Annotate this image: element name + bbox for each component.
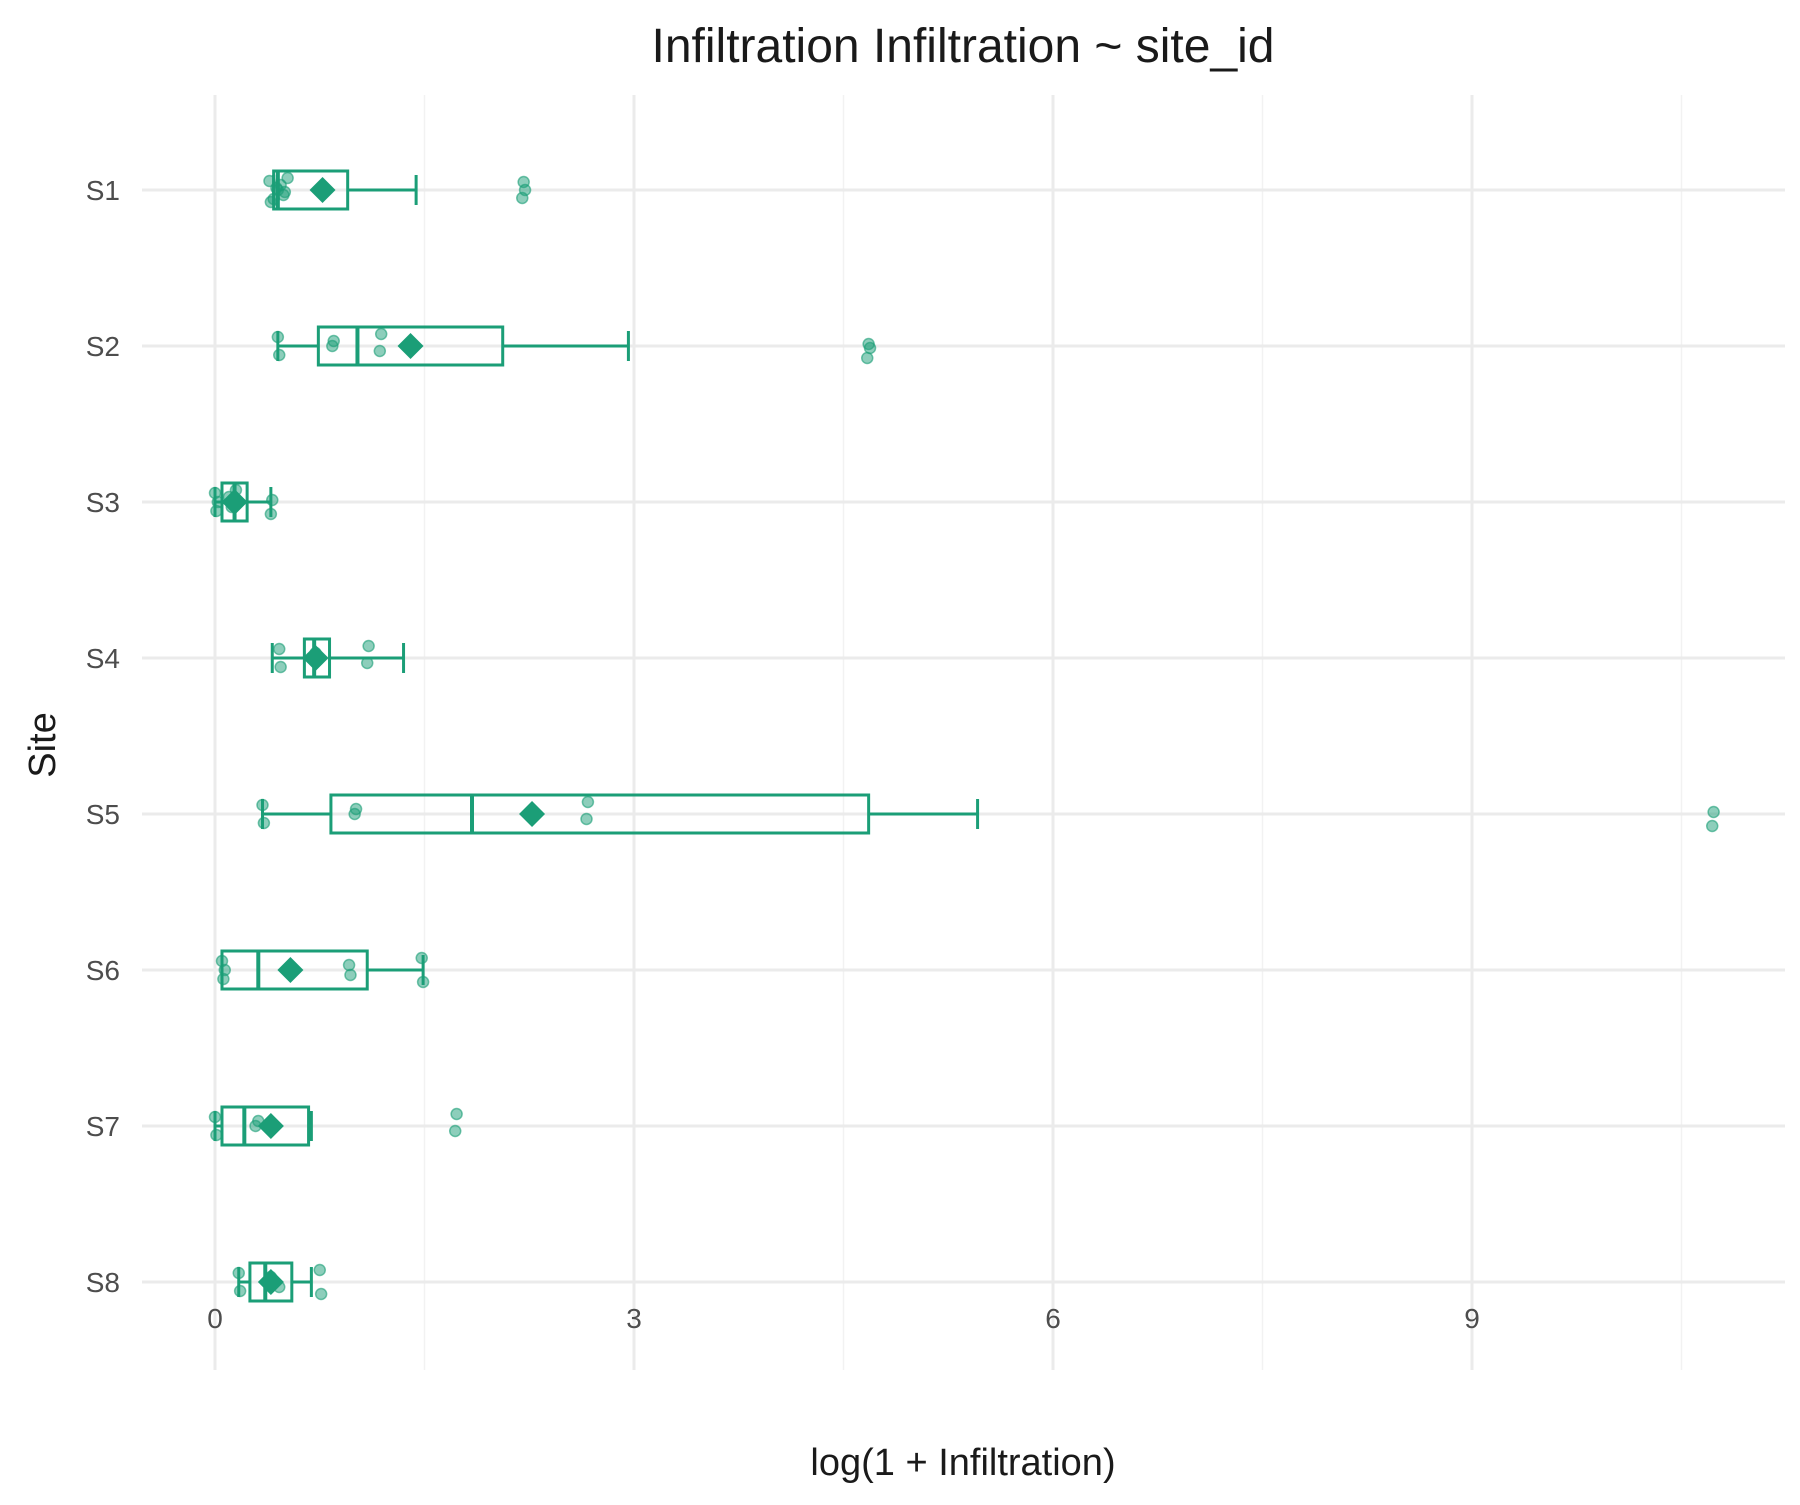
x-axis-title: log(1 + Infiltration) <box>810 1442 1115 1484</box>
jitter-point <box>272 348 286 362</box>
y-tick-label-s3: S3 <box>86 487 120 518</box>
mean-marker <box>519 801 546 827</box>
jitter-point <box>518 183 532 197</box>
jitter-point <box>863 341 877 355</box>
jitter-point <box>208 1110 222 1124</box>
jitter-point <box>448 1124 462 1138</box>
y-tick-label-s5: S5 <box>86 799 120 830</box>
jitter-point <box>314 1287 328 1301</box>
y-axis-title: Site <box>22 712 64 777</box>
y-tick-label-s1: S1 <box>86 175 120 206</box>
iqr-box <box>316 325 505 367</box>
jitter-point <box>344 968 357 982</box>
jitter-point <box>581 795 595 809</box>
jitter-point <box>264 507 278 521</box>
mean-marker <box>221 489 248 515</box>
jitter-point <box>266 493 279 507</box>
jitter-point <box>278 185 292 199</box>
grid-layer <box>142 95 1785 1370</box>
iqr-box <box>329 793 871 835</box>
x-tick-label: 6 <box>1045 1303 1061 1334</box>
data-layer <box>208 169 1720 1303</box>
mean-marker <box>257 1113 284 1139</box>
jitter-point <box>232 1266 245 1280</box>
jitter-point <box>415 951 428 965</box>
mean-marker <box>309 177 336 203</box>
box-group-s7 <box>208 1105 463 1147</box>
y-tick-label-s2: S2 <box>86 331 120 362</box>
jitter-point <box>327 334 340 348</box>
box-group-s2 <box>271 325 877 367</box>
jitter-point <box>257 816 271 830</box>
mean-marker <box>277 957 304 983</box>
jitter-point <box>281 171 294 185</box>
x-tick-label: 0 <box>207 1303 223 1334</box>
mean-marker <box>257 1269 284 1295</box>
jitter-point <box>1707 805 1720 819</box>
jitter-point <box>374 327 388 341</box>
jitter-point <box>1705 819 1719 833</box>
box-group-s6 <box>215 949 430 991</box>
jitter-point <box>416 975 430 989</box>
x-tick-label: 9 <box>1464 1303 1480 1334</box>
jitter-point <box>274 660 287 674</box>
x-tick-label: 3 <box>626 1303 642 1334</box>
jitter-point <box>256 798 269 812</box>
jitter-point <box>271 330 285 344</box>
jitter-point <box>264 195 278 209</box>
y-tick-label-s4: S4 <box>86 643 120 674</box>
jitter-point <box>272 642 286 656</box>
mean-marker <box>302 645 329 671</box>
y-tick-label-s7: S7 <box>86 1111 120 1142</box>
jitter-point <box>233 1284 247 1298</box>
iqr-box <box>220 1105 311 1147</box>
y-tick-label-s6: S6 <box>86 955 120 986</box>
box-group-s8 <box>232 1261 328 1303</box>
y-tick-label-s8: S8 <box>86 1267 120 1298</box>
jitter-point <box>218 963 232 977</box>
box-group-s1 <box>263 169 532 211</box>
jitter-point <box>362 639 375 653</box>
jitter-point <box>342 958 356 972</box>
chart-title: Infiltration Infiltration ~ site_id <box>652 20 1275 73</box>
iqr-box <box>248 1261 294 1303</box>
jitter-point <box>313 1263 326 1277</box>
jitter-point <box>360 656 374 670</box>
box-group-s4 <box>270 637 406 679</box>
jitter-point <box>580 812 593 826</box>
box-group-s5 <box>256 793 1720 835</box>
jitter-point <box>450 1107 463 1121</box>
box-group-s3 <box>208 481 279 523</box>
jitter-point <box>349 802 363 816</box>
mean-marker <box>397 333 424 359</box>
axis-layer: 0 3 6 9 S1 S2 S3 S4 S5 S6 S7 S8 <box>86 175 1480 1334</box>
jitter-point <box>373 344 387 358</box>
jitter-point <box>210 1128 223 1142</box>
